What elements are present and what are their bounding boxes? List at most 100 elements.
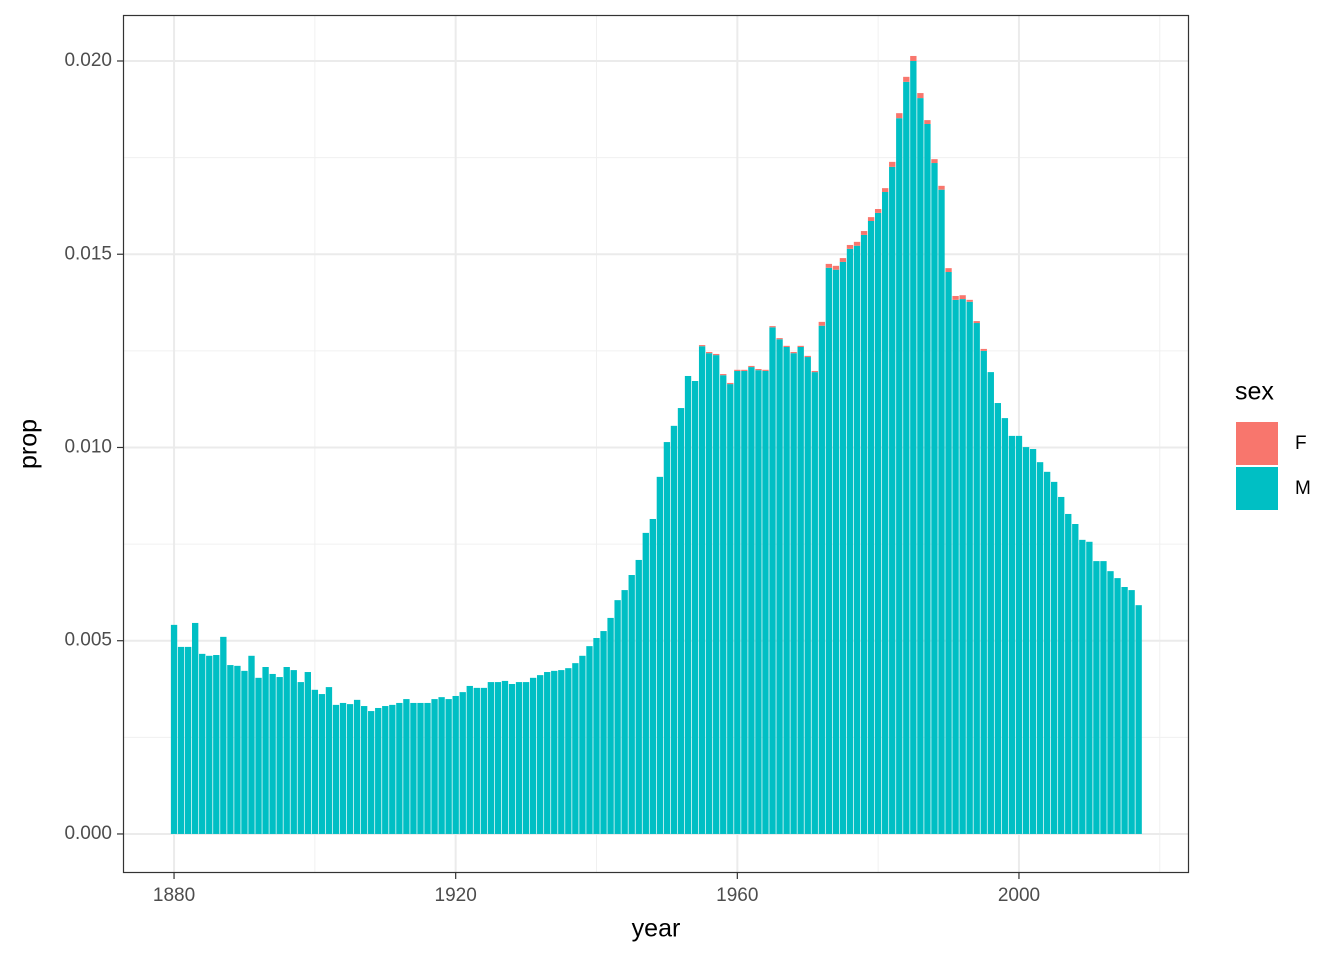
bar: [1022, 447, 1030, 834]
bar: [889, 161, 896, 167]
bar: [311, 689, 319, 834]
bar: [635, 559, 642, 834]
bar: [670, 425, 678, 834]
bar: [860, 231, 868, 235]
bar: [290, 670, 297, 834]
bar: [234, 665, 241, 834]
bar: [832, 265, 840, 270]
bar: [318, 694, 326, 834]
x-tick-label: 1920: [435, 885, 477, 906]
bar: [910, 60, 917, 834]
bar: [846, 244, 854, 249]
bar: [945, 272, 952, 834]
bar: [1015, 435, 1023, 834]
bar: [572, 663, 579, 834]
bar: [241, 670, 248, 834]
bar: [339, 702, 347, 834]
bar: [713, 353, 720, 356]
bar: [593, 638, 600, 834]
x-tick-label: 1960: [716, 885, 758, 906]
bar: [445, 699, 452, 834]
x-tick-label: 2000: [998, 885, 1040, 906]
bar: [818, 321, 825, 326]
bar: [206, 655, 213, 834]
bar: [910, 55, 917, 61]
bar: [818, 325, 825, 834]
bar: [980, 348, 987, 351]
bar: [487, 682, 495, 834]
bar: [825, 263, 833, 268]
legend-key: [1236, 422, 1278, 465]
bar: [551, 670, 558, 834]
bar: [1100, 561, 1107, 834]
bar: [1079, 539, 1086, 834]
bar: [382, 706, 389, 834]
bar: [417, 702, 424, 834]
bar: [614, 600, 621, 834]
bar: [994, 403, 1002, 834]
bar: [860, 234, 868, 834]
bar: [628, 575, 635, 834]
bar: [882, 192, 889, 834]
bar: [705, 352, 713, 354]
y-tick-label: 0.020: [64, 50, 112, 71]
bar: [1008, 435, 1016, 834]
bar: [544, 672, 551, 834]
bar: [734, 369, 741, 371]
bar: [769, 327, 776, 834]
bar: [741, 369, 748, 371]
bar: [1114, 578, 1121, 834]
bar: [227, 665, 234, 834]
bar: [642, 532, 649, 834]
bar: [1121, 587, 1128, 834]
bar: [797, 345, 804, 347]
bar: [332, 704, 340, 834]
bar: [839, 258, 847, 262]
bar: [297, 682, 304, 834]
bar: [748, 365, 755, 368]
bar: [537, 675, 544, 834]
bar: [952, 299, 959, 834]
bar: [783, 345, 790, 347]
bar: [396, 702, 403, 834]
bar: [473, 687, 480, 834]
bar: [853, 245, 861, 834]
bar: [966, 299, 973, 302]
bar: [1065, 513, 1072, 834]
bar: [1135, 605, 1142, 834]
bar: [501, 680, 509, 834]
bar: [431, 699, 438, 834]
bar: [896, 118, 903, 834]
legend-label: F: [1295, 433, 1307, 454]
bar: [199, 653, 206, 834]
bar: [276, 677, 283, 834]
bar: [269, 673, 276, 834]
bar: [867, 220, 875, 834]
bar: [515, 682, 523, 834]
bar: [811, 372, 818, 834]
bar: [776, 338, 783, 340]
bar: [867, 217, 875, 221]
legend-label: M: [1295, 478, 1311, 499]
bar: [438, 697, 445, 834]
bar: [684, 375, 692, 834]
bar: [903, 81, 910, 834]
bar: [741, 370, 748, 834]
bar: [607, 617, 614, 834]
bar: [1107, 571, 1114, 834]
bar: [748, 367, 755, 834]
y-tick-label: 0.015: [64, 243, 112, 264]
bar: [882, 188, 889, 193]
bar: [262, 667, 269, 834]
bar: [368, 711, 375, 834]
bar: [797, 346, 804, 834]
bar: [558, 670, 565, 834]
bar: [466, 685, 473, 834]
bar: [917, 98, 924, 834]
bar: [783, 346, 790, 834]
bar: [529, 677, 537, 834]
bar: [727, 382, 734, 385]
bar: [1086, 541, 1093, 834]
bar: [1128, 590, 1135, 834]
bar: [656, 476, 664, 834]
